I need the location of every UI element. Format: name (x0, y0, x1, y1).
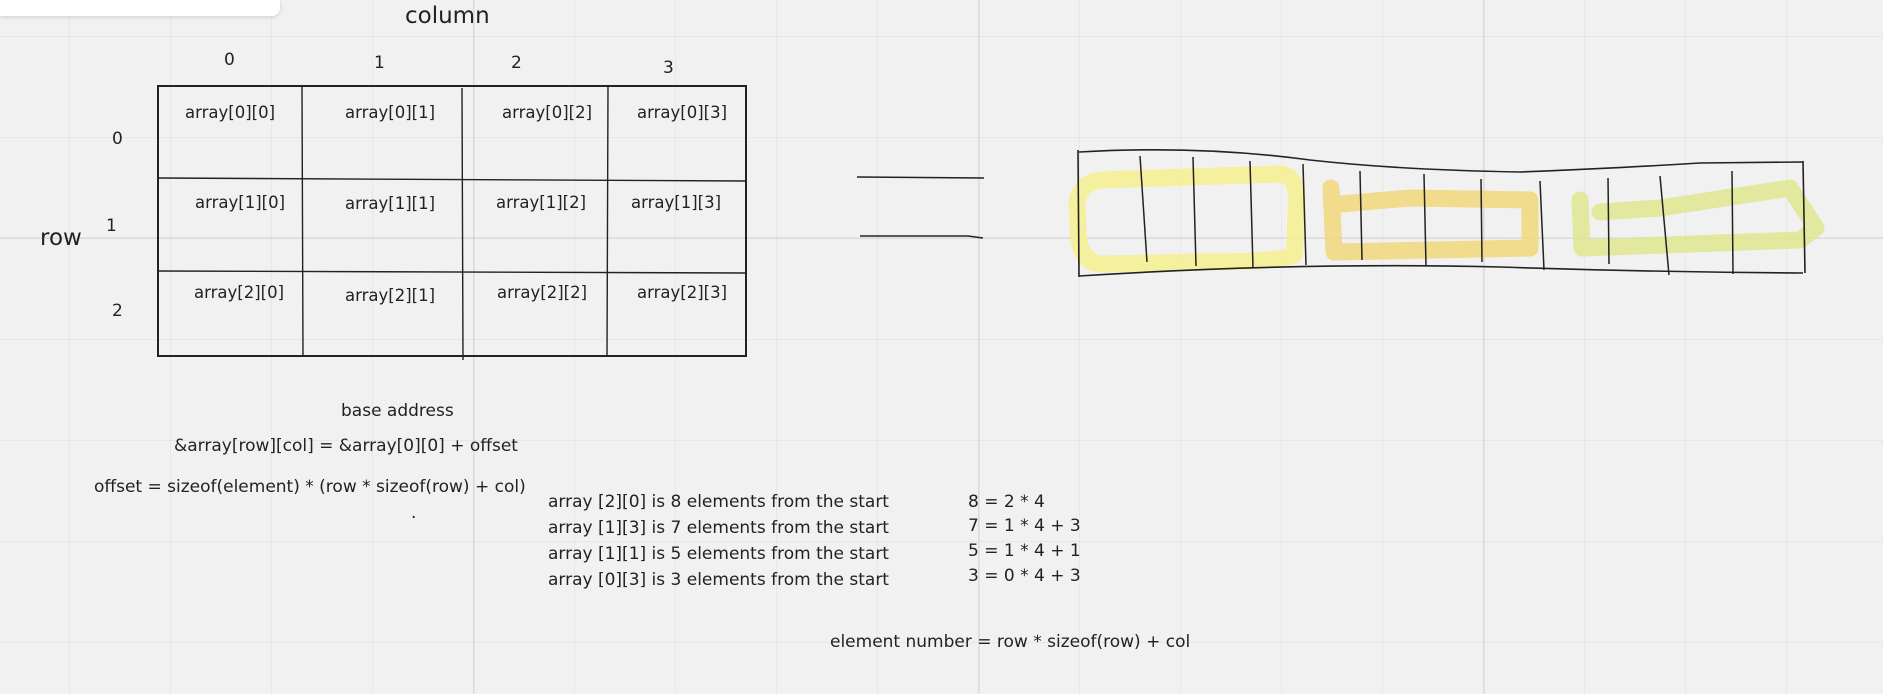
stray-dot: . (411, 503, 417, 523)
example-calc-2: 5 = 1 * 4 + 1 (968, 541, 1081, 561)
highlight-row-1 (1322, 179, 1539, 261)
canvas-grid-line (978, 0, 980, 694)
example-text-0: array [2][0] is 8 elements from the star… (548, 492, 889, 512)
row-index-1: 1 (106, 216, 117, 236)
flat-array-dividers (1139, 155, 1734, 276)
cell-0-3: array[0][3] (637, 103, 728, 122)
example-calc-3: 3 = 0 * 4 + 3 (968, 566, 1081, 586)
row-index-0: 0 (112, 129, 123, 149)
cell-0-2: array[0][2] (502, 103, 593, 122)
table-row-dividers (157, 177, 747, 274)
offset-formula: offset = sizeof(element) * (row * sizeof… (94, 477, 526, 497)
highlight-row-2 (1571, 179, 1825, 257)
example-calc-1: 7 = 1 * 4 + 3 (968, 516, 1081, 536)
base-address-note: base address (341, 401, 454, 421)
highlight-row-0 (1068, 165, 1306, 273)
cell-2-1: array[2][1] (345, 286, 436, 305)
cell-1-1: array[1][1] (345, 194, 436, 213)
toolbar-panel[interactable] (0, 0, 280, 16)
table-column-dividers (301, 85, 609, 361)
conversion-dashes (856, 176, 985, 239)
cell-2-0: array[2][0] (194, 283, 285, 302)
canvas-grid-line (473, 0, 475, 694)
cell-2-3: array[2][3] (637, 283, 728, 302)
cell-0-1: array[0][1] (345, 103, 436, 122)
example-text-3: array [0][3] is 3 elements from the star… (548, 570, 889, 590)
example-text-1: array [1][3] is 7 elements from the star… (548, 518, 889, 538)
element-number-formula: element number = row * sizeof(row) + col (830, 632, 1191, 652)
column-index-2: 2 (511, 53, 522, 73)
canvas-grid-line (0, 237, 1883, 239)
column-index-0: 0 (224, 50, 235, 70)
row-heading: row (40, 225, 82, 251)
cell-1-3: array[1][3] (631, 193, 722, 212)
cell-1-0: array[1][0] (195, 193, 286, 212)
canvas-grid-line (1483, 0, 1485, 694)
flat-array-outline (1077, 148, 1806, 278)
cell-0-0: array[0][0] (185, 103, 276, 122)
example-calc-0: 8 = 2 * 4 (968, 492, 1045, 512)
row-index-2: 2 (112, 301, 123, 321)
column-index-3: 3 (663, 58, 674, 78)
column-heading: column (405, 3, 490, 29)
row-highlights (1068, 165, 1825, 273)
cell-1-2: array[1][2] (496, 193, 587, 212)
example-text-2: array [1][1] is 5 elements from the star… (548, 544, 889, 564)
array-2d-table (157, 85, 747, 357)
column-index-1: 1 (374, 53, 385, 73)
cell-2-2: array[2][2] (497, 283, 588, 302)
address-formula: &array[row][col] = &array[0][0] + offset (174, 436, 518, 456)
